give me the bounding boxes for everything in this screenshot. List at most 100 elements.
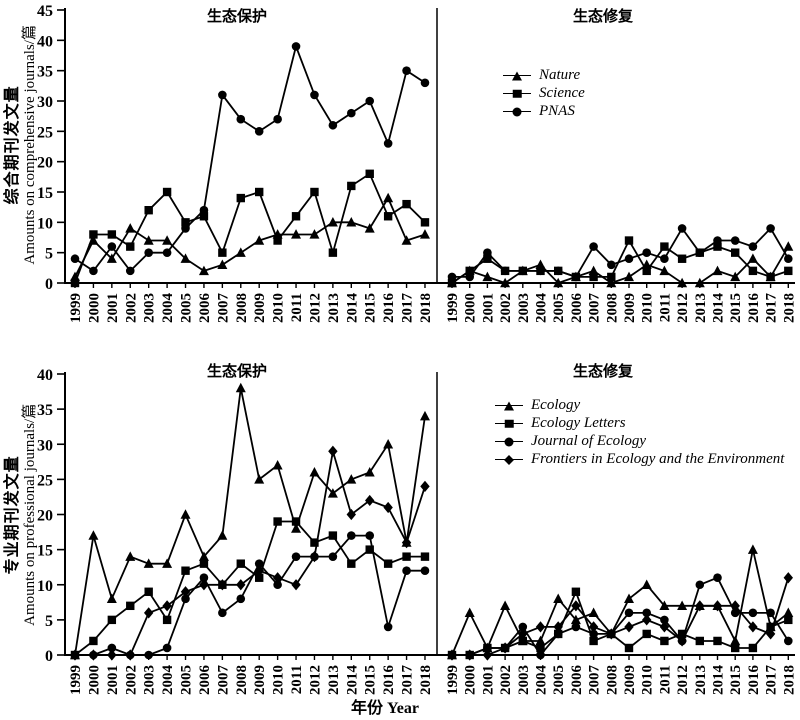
frontiers-in-ecology-and-the-environment-marker	[88, 649, 99, 661]
science-marker	[70, 278, 80, 288]
science-marker	[347, 181, 356, 191]
ecology-marker	[641, 579, 652, 589]
pnas-marker	[107, 242, 117, 251]
x-tick-label: 2006	[197, 293, 213, 324]
x-tick-label: 2011	[289, 665, 305, 694]
ecology-letters-marker	[420, 552, 430, 561]
nature-marker	[482, 271, 493, 282]
circle-marker-icon	[512, 107, 522, 116]
pnas-marker	[236, 114, 246, 124]
journal-of-ecology-marker	[291, 552, 301, 561]
legend-top: Nature Science PNAS	[503, 67, 585, 119]
nature-marker	[535, 259, 546, 269]
legend-label: Frontiers in Ecology and the Environment	[531, 450, 785, 467]
legend-label: Journal of Ecology	[531, 432, 646, 449]
x-tick-label: 2015	[728, 293, 744, 323]
nature-marker	[624, 271, 634, 282]
ecology-marker	[235, 382, 246, 393]
pnas-marker	[660, 254, 669, 264]
science-marker	[365, 169, 374, 178]
ecology-letters-marker	[162, 615, 172, 625]
x-tick-label: 2013	[693, 665, 709, 695]
ecology-marker	[730, 635, 741, 646]
journal-of-ecology-marker	[365, 531, 375, 540]
nature-marker	[254, 235, 265, 245]
frontiers-in-ecology-and-the-environment-marker	[465, 649, 475, 661]
journal-of-ecology-marker	[695, 580, 705, 590]
journal-of-ecology-marker	[784, 636, 793, 646]
panel-title-bottom-right: 生态修复	[572, 364, 633, 380]
nature-marker	[606, 277, 617, 288]
ecology-letters-marker	[713, 636, 722, 646]
nature-marker	[677, 277, 688, 288]
ecology-marker	[143, 558, 154, 568]
legend-label: Nature	[539, 66, 581, 83]
ecology-letters-marker	[695, 636, 704, 646]
ecology-letters-marker	[518, 636, 527, 646]
x-tick-label: 2018	[418, 293, 434, 323]
y-axis-label-top: 综合期刊发文量 Amounts on comprehensive journal…	[4, 0, 40, 295]
frontiers-in-ecology-and-the-environment-marker	[199, 579, 209, 591]
x-tick-label: 2009	[622, 665, 638, 695]
nature-marker	[125, 223, 136, 233]
pnas-marker	[162, 248, 172, 257]
science-marker	[181, 218, 190, 227]
pnas-marker	[181, 224, 190, 233]
nature-marker	[198, 265, 209, 276]
triangle-marker-icon	[512, 71, 522, 80]
pnas-marker	[273, 114, 282, 124]
legend-line	[503, 89, 531, 98]
x-tick-label: 2012	[307, 293, 323, 323]
frontiers-in-ecology-and-the-environment-marker	[125, 649, 135, 661]
journal-of-ecology-marker	[236, 594, 246, 604]
x-tick-label: 2017	[400, 665, 416, 696]
ecology-marker	[588, 607, 599, 618]
x-tick-label: 2011	[657, 665, 673, 694]
journal-of-ecology-marker	[624, 608, 634, 618]
pnas-marker	[365, 96, 375, 106]
nature-marker	[401, 235, 412, 245]
x-tick-label: 2014	[711, 665, 727, 696]
x-tick-label: 2007	[215, 665, 231, 696]
nature-marker	[346, 217, 357, 227]
x-tick-label: 2006	[197, 665, 213, 696]
nature-marker	[327, 217, 338, 227]
nature-marker	[162, 235, 173, 245]
ecology-marker	[106, 593, 117, 603]
ecology-marker	[419, 410, 430, 421]
x-tick-label: 2008	[234, 293, 250, 323]
pnas-marker	[500, 266, 510, 276]
pnas-marker	[624, 254, 634, 264]
science-marker	[328, 248, 338, 257]
science-marker	[107, 230, 117, 239]
ecology-marker	[364, 467, 375, 477]
pnas-marker	[553, 266, 563, 276]
nature-marker	[730, 271, 741, 282]
y-tick-label: 15	[37, 185, 53, 202]
nature-marker	[783, 241, 794, 251]
ecology-marker	[217, 530, 228, 540]
x-tick-label: 1999	[445, 293, 461, 323]
journal-of-ecology-marker	[107, 643, 117, 653]
nature-marker	[694, 277, 705, 288]
nature-marker	[235, 247, 246, 257]
science-marker	[144, 206, 153, 215]
x-axis-title: 年份 Year	[351, 700, 419, 717]
frontiers-in-ecology-and-the-environment-line	[75, 451, 426, 656]
journal-of-ecology-marker	[642, 608, 651, 618]
ecology-marker	[198, 551, 209, 561]
frontiers-in-ecology-and-the-environment-marker	[447, 649, 457, 661]
ecology-letters-marker	[89, 636, 98, 646]
pnas-marker	[347, 108, 356, 118]
journal-of-ecology-marker	[181, 594, 190, 604]
x-tick-label: 2000	[86, 293, 102, 323]
x-tick-label: 2018	[781, 293, 797, 323]
ecology-marker	[309, 467, 320, 477]
pnas-marker	[642, 248, 651, 257]
y-tick-label: 0	[45, 648, 53, 665]
legend-bottom: Ecology Ecology Letters Journal of Ecolo…	[495, 397, 784, 467]
science-marker	[766, 272, 775, 282]
ecology-letters-marker	[144, 587, 153, 596]
frontiers-in-ecology-and-the-environment-marker	[535, 621, 546, 633]
frontiers-in-ecology-and-the-environment-marker	[482, 649, 493, 661]
